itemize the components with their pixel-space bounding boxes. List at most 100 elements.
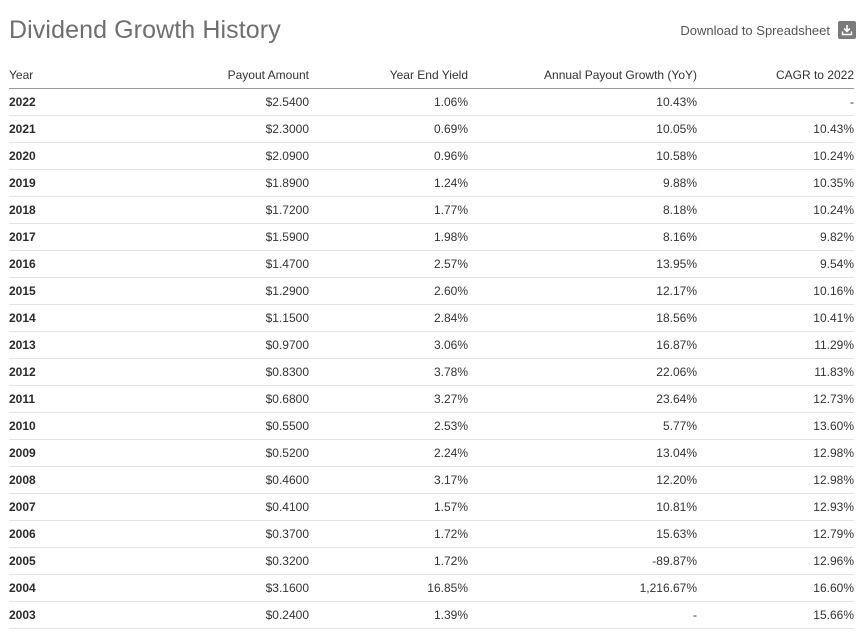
annual-payout-growth-cell: 8.16% xyxy=(468,223,697,251)
year-end-yield-cell: 1.06% xyxy=(309,88,468,116)
table-header: Year Payout Amount Year End Yield Annual… xyxy=(9,62,854,89)
table-row: 2014 $1.1500 2.84% 18.56% 10.41% xyxy=(9,304,854,332)
payout-amount-cell: $0.3200 xyxy=(119,547,309,575)
year-end-yield-cell: 0.69% xyxy=(309,115,468,143)
page-header: Dividend Growth History Download to Spre… xyxy=(9,14,856,50)
year-end-yield-cell: 2.24% xyxy=(309,439,468,467)
dividend-growth-table: Year Payout Amount Year End Yield Annual… xyxy=(9,62,854,629)
payout-amount-cell: $1.4700 xyxy=(119,250,309,278)
table-row: 2010 $0.5500 2.53% 5.77% 13.60% xyxy=(9,412,854,440)
year-cell: 2022 xyxy=(9,88,119,116)
cagr-cell: 12.73% xyxy=(697,385,854,413)
table-row: 2019 $1.8900 1.24% 9.88% 10.35% xyxy=(9,169,854,197)
table-row: 2022 $2.5400 1.06% 10.43% - xyxy=(9,88,854,116)
year-cell: 2007 xyxy=(9,493,119,521)
cagr-cell: 10.24% xyxy=(697,142,854,170)
year-end-yield-cell: 1.72% xyxy=(309,520,468,548)
column-header-annual-payout-growth: Annual Payout Growth (YoY) xyxy=(468,62,697,89)
cagr-cell: 12.93% xyxy=(697,493,854,521)
cagr-cell: 10.16% xyxy=(697,277,854,305)
year-end-yield-cell: 1.57% xyxy=(309,493,468,521)
year-cell: 2004 xyxy=(9,574,119,602)
column-header-payout-amount: Payout Amount xyxy=(119,62,309,89)
year-end-yield-cell: 1.24% xyxy=(309,169,468,197)
table-header-row: Year Payout Amount Year End Yield Annual… xyxy=(9,62,854,89)
year-cell: 2014 xyxy=(9,304,119,332)
payout-amount-cell: $0.3700 xyxy=(119,520,309,548)
annual-payout-growth-cell: 10.58% xyxy=(468,142,697,170)
year-cell: 2013 xyxy=(9,331,119,359)
cagr-cell: 10.43% xyxy=(697,115,854,143)
table-row: 2006 $0.3700 1.72% 15.63% 12.79% xyxy=(9,520,854,548)
cagr-cell: 10.35% xyxy=(697,169,854,197)
download-icon[interactable] xyxy=(838,21,856,39)
table-row: 2012 $0.8300 3.78% 22.06% 11.83% xyxy=(9,358,854,386)
annual-payout-growth-cell: 12.20% xyxy=(468,466,697,494)
table-row: 2005 $0.3200 1.72% -89.87% 12.96% xyxy=(9,547,854,575)
payout-amount-cell: $1.2900 xyxy=(119,277,309,305)
year-cell: 2017 xyxy=(9,223,119,251)
annual-payout-growth-cell: 10.81% xyxy=(468,493,697,521)
table-row: 2018 $1.7200 1.77% 8.18% 10.24% xyxy=(9,196,854,224)
annual-payout-growth-cell: 23.64% xyxy=(468,385,697,413)
year-cell: 2008 xyxy=(9,466,119,494)
table-row: 2015 $1.2900 2.60% 12.17% 10.16% xyxy=(9,277,854,305)
year-end-yield-cell: 3.78% xyxy=(309,358,468,386)
year-cell: 2011 xyxy=(9,385,119,413)
payout-amount-cell: $1.5900 xyxy=(119,223,309,251)
annual-payout-growth-cell: 22.06% xyxy=(468,358,697,386)
cagr-cell: 12.98% xyxy=(697,439,854,467)
cagr-cell: 13.60% xyxy=(697,412,854,440)
table-row: 2020 $2.0900 0.96% 10.58% 10.24% xyxy=(9,142,854,170)
payout-amount-cell: $1.8900 xyxy=(119,169,309,197)
cagr-cell: 9.82% xyxy=(697,223,854,251)
annual-payout-growth-cell: 1,216.67% xyxy=(468,574,697,602)
year-end-yield-cell: 3.27% xyxy=(309,385,468,413)
table-row: 2004 $3.1600 16.85% 1,216.67% 16.60% xyxy=(9,574,854,602)
annual-payout-growth-cell: 9.88% xyxy=(468,169,697,197)
annual-payout-growth-cell: 18.56% xyxy=(468,304,697,332)
year-end-yield-cell: 16.85% xyxy=(309,574,468,602)
annual-payout-growth-cell: 15.63% xyxy=(468,520,697,548)
year-cell: 2018 xyxy=(9,196,119,224)
year-cell: 2012 xyxy=(9,358,119,386)
annual-payout-growth-cell: 10.05% xyxy=(468,115,697,143)
table-body: 2022 $2.5400 1.06% 10.43% -2021 $2.3000 0.69% 1… xyxy=(9,88,854,629)
payout-amount-cell: $1.7200 xyxy=(119,196,309,224)
year-cell: 2009 xyxy=(9,439,119,467)
download-spreadsheet-label[interactable]: Download to Spreadsheet xyxy=(680,22,830,38)
cagr-cell: 12.79% xyxy=(697,520,854,548)
annual-payout-growth-cell: - xyxy=(468,601,697,629)
year-cell: 2021 xyxy=(9,115,119,143)
year-end-yield-cell: 3.06% xyxy=(309,331,468,359)
year-cell: 2003 xyxy=(9,601,119,629)
year-cell: 2010 xyxy=(9,412,119,440)
payout-amount-cell: $3.1600 xyxy=(119,574,309,602)
cagr-cell: 11.83% xyxy=(697,358,854,386)
year-cell: 2020 xyxy=(9,142,119,170)
payout-amount-cell: $0.4100 xyxy=(119,493,309,521)
annual-payout-growth-cell: 12.17% xyxy=(468,277,697,305)
table-row: 2011 $0.6800 3.27% 23.64% 12.73% xyxy=(9,385,854,413)
payout-amount-cell: $2.3000 xyxy=(119,115,309,143)
payout-amount-cell: $0.4600 xyxy=(119,466,309,494)
year-cell: 2005 xyxy=(9,547,119,575)
year-end-yield-cell: 1.72% xyxy=(309,547,468,575)
payout-amount-cell: $0.2400 xyxy=(119,601,309,629)
year-end-yield-cell: 1.98% xyxy=(309,223,468,251)
annual-payout-growth-cell: 13.04% xyxy=(468,439,697,467)
year-cell: 2019 xyxy=(9,169,119,197)
page-title: Dividend Growth History xyxy=(9,16,281,44)
download-spreadsheet-button[interactable]: Download to Spreadsheet xyxy=(680,21,856,39)
annual-payout-growth-cell: -89.87% xyxy=(468,547,697,575)
annual-payout-growth-cell: 13.95% xyxy=(468,250,697,278)
table-row: 2009 $0.5200 2.24% 13.04% 12.98% xyxy=(9,439,854,467)
payout-amount-cell: $1.1500 xyxy=(119,304,309,332)
column-header-cagr: CAGR to 2022 xyxy=(697,62,854,89)
payout-amount-cell: $0.9700 xyxy=(119,331,309,359)
year-end-yield-cell: 1.39% xyxy=(309,601,468,629)
year-end-yield-cell: 1.77% xyxy=(309,196,468,224)
cagr-cell: 11.29% xyxy=(697,331,854,359)
year-cell: 2006 xyxy=(9,520,119,548)
cagr-cell: 9.54% xyxy=(697,250,854,278)
